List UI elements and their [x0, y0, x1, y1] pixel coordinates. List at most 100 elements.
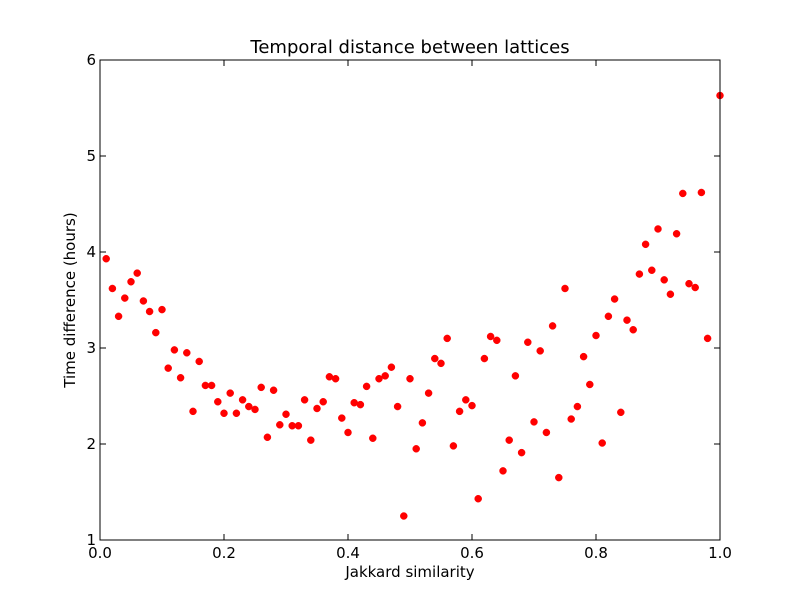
data-point — [623, 316, 631, 324]
data-point — [338, 414, 346, 422]
data-point — [269, 386, 278, 394]
data-point — [387, 363, 396, 371]
data-point — [511, 372, 520, 380]
x-tick-label: 1.0 — [708, 544, 732, 562]
data-point — [195, 357, 203, 366]
data-point — [641, 240, 650, 249]
data-point — [480, 354, 489, 363]
data-point — [127, 278, 135, 286]
data-point — [437, 359, 445, 368]
data-point — [158, 305, 166, 314]
y-tick-label: 2 — [86, 435, 96, 453]
plot-frame — [99, 59, 721, 541]
data-point — [424, 389, 433, 397]
data-point — [356, 400, 365, 409]
data-point — [307, 436, 315, 444]
data-point — [443, 334, 451, 343]
data-point — [300, 396, 309, 404]
data-point — [431, 354, 439, 363]
data-point — [201, 381, 210, 390]
data-point — [648, 266, 656, 274]
y-axis-label: Time difference (hours) — [61, 212, 79, 388]
data-point — [331, 374, 340, 383]
data-point — [257, 383, 265, 392]
data-point — [251, 405, 259, 414]
chart-title: Temporal distance between lattices — [249, 37, 569, 58]
axis-ticks: 0.0 0.2 0.4 0.6 0.8 1.0 1 2 3 4 5 6 — [86, 51, 731, 562]
data-point — [499, 467, 507, 475]
data-point — [474, 494, 482, 503]
data-point — [703, 334, 712, 343]
data-point — [139, 297, 148, 305]
data-point — [418, 419, 427, 427]
data-point — [592, 331, 600, 340]
data-point — [214, 398, 222, 406]
data-point — [362, 382, 371, 391]
data-point — [666, 290, 675, 298]
data-point — [524, 338, 532, 346]
data-point — [449, 442, 458, 450]
data-point — [245, 402, 253, 411]
data-point — [486, 332, 495, 341]
data-point — [660, 276, 668, 284]
data-point — [381, 372, 389, 380]
data-point — [350, 398, 358, 407]
data-point — [189, 407, 197, 416]
data-point — [183, 349, 191, 357]
data-point — [573, 402, 582, 411]
data-point — [672, 230, 681, 238]
data-point — [530, 418, 538, 426]
data-point — [102, 254, 110, 263]
x-tick-label: 0.8 — [584, 544, 608, 562]
data-point — [325, 373, 334, 381]
data-point — [586, 380, 594, 389]
data-point — [654, 225, 662, 233]
y-tick-label: 1 — [86, 531, 96, 549]
data-point — [226, 389, 234, 397]
y-tick-label: 6 — [86, 51, 96, 69]
data-point — [393, 402, 402, 411]
data-point — [548, 322, 557, 330]
data-point — [617, 408, 625, 417]
data-point — [170, 346, 179, 354]
x-tick-label: 0.4 — [336, 544, 360, 562]
data-point — [555, 473, 563, 482]
data-point — [114, 312, 123, 321]
data-point — [176, 374, 185, 382]
data-point — [238, 396, 247, 404]
data-point — [121, 294, 129, 302]
data-point — [604, 312, 613, 321]
data-point — [375, 374, 383, 383]
data-point — [679, 189, 687, 198]
y-tick-label: 4 — [86, 243, 96, 261]
data-point — [369, 434, 377, 442]
x-tick-label: 0.0 — [88, 544, 112, 562]
data-point — [561, 284, 569, 293]
data-point — [567, 415, 575, 423]
data-point — [133, 269, 141, 277]
y-tick-label: 5 — [86, 147, 96, 165]
data-point — [319, 398, 327, 406]
data-point — [462, 396, 470, 404]
data-point — [276, 421, 284, 429]
data-point — [536, 347, 544, 355]
points-layer — [102, 91, 724, 520]
x-axis-label: Jakkard similarity — [344, 563, 474, 581]
data-point — [542, 428, 551, 437]
data-point — [344, 428, 352, 437]
y-tick-label: 3 — [86, 339, 96, 357]
data-point — [294, 422, 303, 430]
data-point — [282, 410, 290, 418]
data-point — [493, 336, 501, 345]
data-point — [455, 407, 464, 416]
data-point — [108, 284, 117, 293]
data-point — [400, 512, 408, 520]
data-point — [406, 374, 414, 383]
data-point — [232, 409, 241, 418]
data-point — [207, 381, 216, 390]
data-point — [610, 295, 619, 303]
data-point — [691, 283, 699, 292]
data-point — [505, 436, 513, 444]
data-point — [629, 326, 637, 334]
